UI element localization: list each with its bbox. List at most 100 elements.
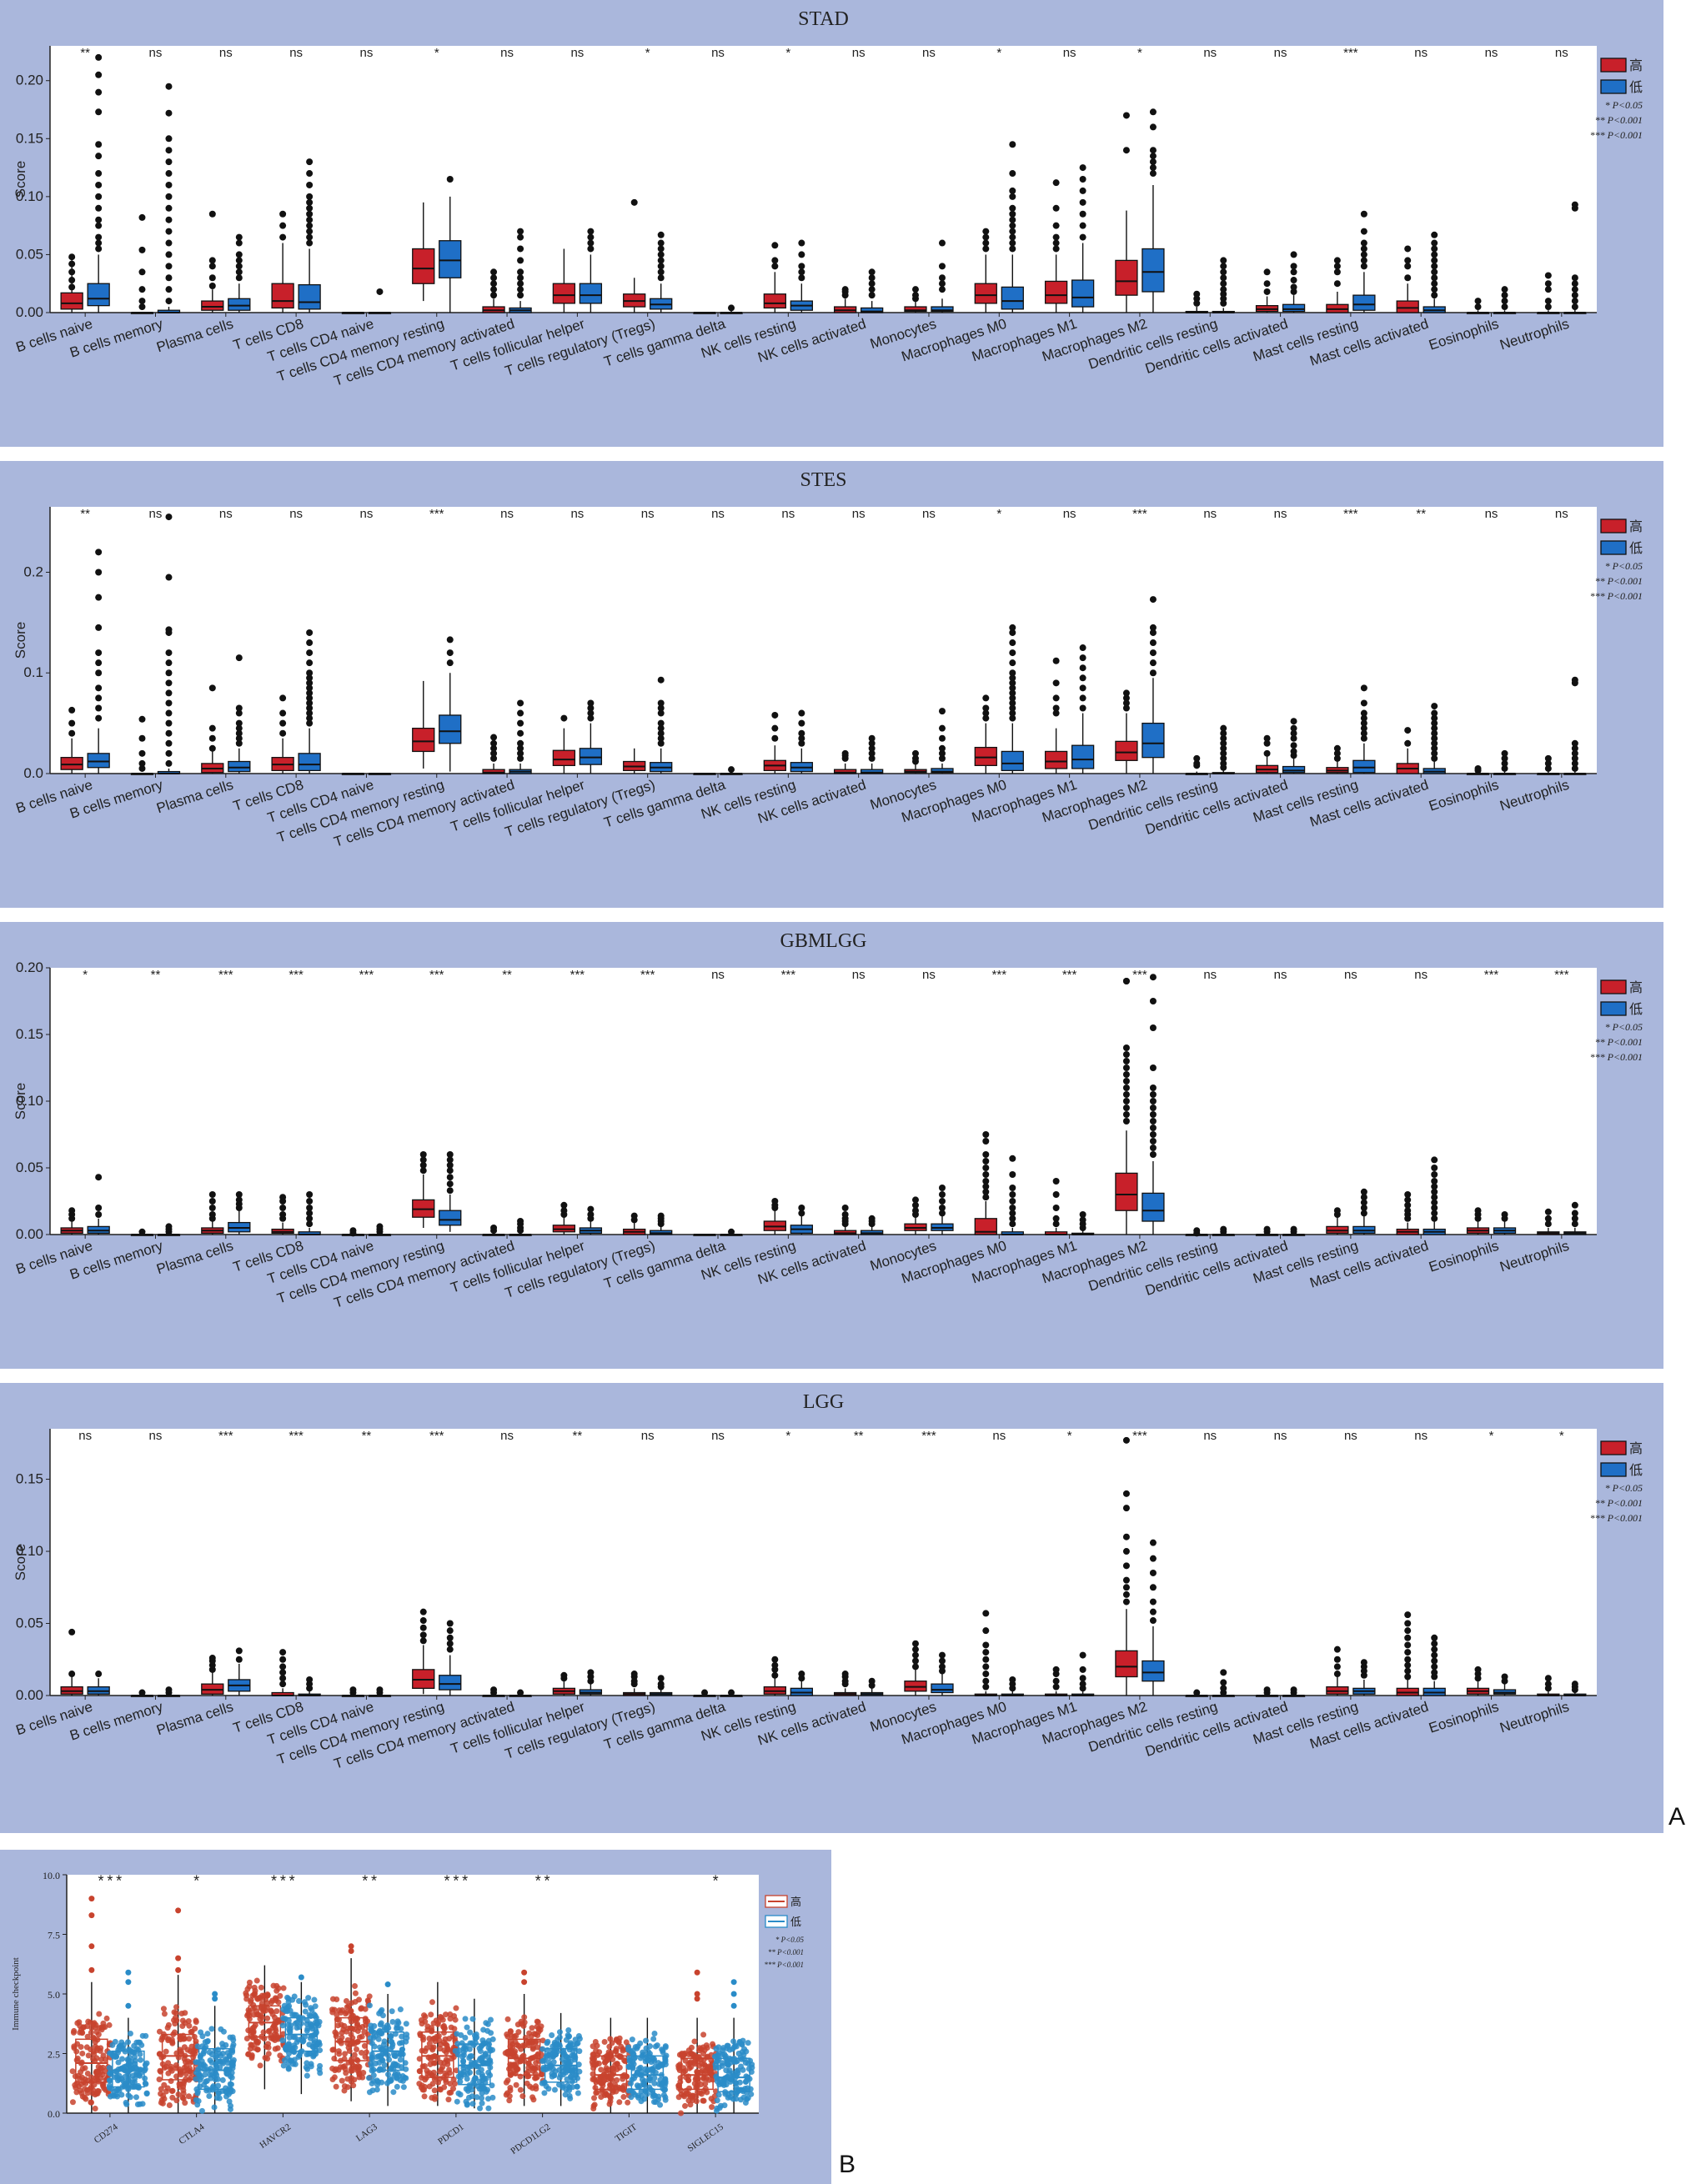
outlier-point [1360, 257, 1367, 264]
sample-point [333, 2031, 339, 2037]
sample-point [438, 2066, 444, 2073]
significance-mark: ns [1063, 507, 1076, 521]
sample-point [426, 2083, 433, 2090]
sample-point [387, 2033, 394, 2040]
sample-point [437, 2076, 444, 2082]
sample-point [311, 1996, 318, 2003]
sample-point [714, 2097, 720, 2104]
significance-mark: ns [289, 46, 303, 60]
sample-point [88, 2099, 95, 2106]
sample-point [304, 2066, 311, 2072]
outlier-point [1122, 1091, 1130, 1098]
box-high-11 [834, 1671, 857, 1696]
outlier-point [982, 239, 990, 247]
outlier-point [208, 1211, 216, 1218]
sample-point [354, 2046, 360, 2052]
sample-point [524, 2080, 530, 2086]
outlier-point [798, 729, 805, 737]
box-high-0 [60, 706, 83, 774]
legend-pvalue: *** P<0.001 [1590, 129, 1643, 141]
outlier-point [1079, 187, 1086, 194]
box-high-6 [482, 734, 505, 774]
outlier-point [1404, 739, 1412, 747]
sample-point [175, 2091, 182, 2097]
box [482, 769, 505, 774]
outlier-point [1360, 251, 1367, 258]
sample-point [385, 2071, 392, 2078]
sample-point [479, 2090, 485, 2096]
outlier-point [798, 739, 805, 747]
outlier-point [376, 1223, 384, 1230]
outlier-point [235, 239, 243, 247]
box-low-5 [539, 2012, 583, 2106]
sample-point [660, 2047, 666, 2054]
box-low-21 [1563, 201, 1587, 314]
outlier-point [1122, 1084, 1130, 1091]
sample-point [99, 2071, 106, 2078]
sample-point [106, 2065, 113, 2071]
sample-point [366, 2002, 373, 2009]
sample-point [448, 2024, 454, 2031]
outlier-point [306, 1220, 314, 1228]
sample-point [551, 2072, 558, 2079]
outlier-point [1290, 729, 1297, 737]
outlier-point [1431, 1657, 1438, 1665]
outlier-point [306, 228, 314, 235]
sample-point [142, 2066, 148, 2072]
outlier-point [517, 257, 524, 264]
box-low-8 [650, 676, 673, 774]
outlier-point [657, 1681, 665, 1688]
box-low-12 [931, 239, 954, 313]
box-low-2 [279, 1974, 324, 2095]
sample-point [286, 2026, 293, 2032]
outlier-point [657, 268, 665, 276]
sample-point [637, 2055, 644, 2061]
box-low-7 [579, 699, 603, 774]
outlier-point [517, 749, 524, 757]
outlier-point [982, 1158, 990, 1165]
outlier-point [521, 1969, 528, 1976]
sample-point [84, 2033, 91, 2040]
outlier-point [1360, 734, 1367, 742]
outlier-point [1544, 759, 1552, 767]
box-low-5 [439, 636, 462, 772]
outlier-point [95, 222, 103, 229]
outlier-point [1571, 286, 1578, 293]
box-high-10 [763, 1656, 786, 1696]
sample-point [575, 2040, 581, 2046]
sample-point [166, 2101, 173, 2108]
sample-point [489, 2082, 495, 2089]
box-high-15 [1115, 978, 1138, 1235]
outlier-point [1263, 280, 1271, 288]
outlier-point [376, 1686, 384, 1694]
outlier-point [1431, 719, 1438, 727]
outlier-point [95, 181, 103, 188]
outlier-point [1431, 729, 1438, 737]
outlier-point [1431, 1156, 1438, 1164]
sample-point [474, 2094, 480, 2101]
sample-point [506, 2097, 513, 2104]
sample-point [420, 2036, 427, 2043]
box-low-3 [298, 1676, 321, 1696]
outlier-point [771, 1671, 779, 1679]
sample-point [469, 2093, 475, 2100]
outlier-point [68, 268, 76, 276]
sample-point [684, 2090, 690, 2096]
box-low-18 [1352, 684, 1376, 774]
sample-point [183, 2063, 189, 2070]
sample-point [507, 2071, 514, 2078]
outlier-point [1009, 204, 1016, 212]
sample-point [590, 2071, 596, 2077]
outlier-point [446, 1620, 454, 1627]
sample-point [535, 2028, 542, 2035]
box-low-16 [1212, 257, 1235, 313]
outlier-point [1431, 1178, 1438, 1185]
sample-point [458, 2070, 464, 2076]
box-high-10 [763, 242, 786, 313]
sample-point [84, 2023, 91, 2030]
outlier-point [798, 719, 805, 727]
sample-point [591, 2095, 598, 2101]
outlier-point [279, 1656, 287, 1663]
outlier-point [1009, 1215, 1016, 1222]
outlier-point [208, 724, 216, 732]
